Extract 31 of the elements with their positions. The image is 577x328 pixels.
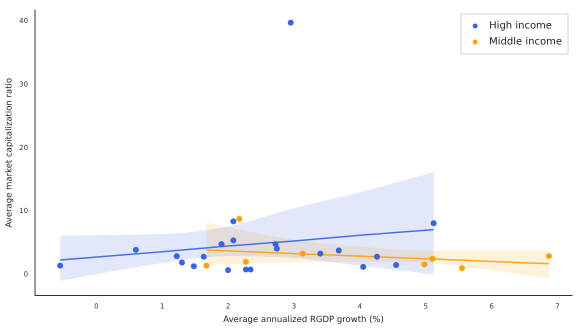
point	[393, 262, 400, 268]
point	[179, 259, 186, 266]
point	[132, 246, 139, 253]
point	[236, 216, 242, 222]
point	[317, 250, 324, 257]
point	[421, 261, 428, 268]
point	[429, 256, 436, 262]
x-axis-title: Average annualized RGDP growth (%)	[223, 315, 384, 326]
point	[190, 263, 197, 270]
point	[230, 218, 236, 224]
point	[274, 246, 280, 252]
point	[288, 20, 294, 26]
point	[225, 267, 232, 274]
point	[546, 253, 552, 260]
legend-label: Middle income	[489, 36, 562, 48]
legend-label: High income	[489, 20, 552, 32]
point	[230, 237, 236, 244]
point	[336, 247, 342, 254]
point	[242, 258, 249, 265]
point	[458, 265, 465, 272]
point	[203, 262, 210, 269]
point	[248, 266, 254, 272]
point	[360, 264, 366, 270]
point	[57, 262, 64, 269]
point	[300, 250, 306, 257]
point	[200, 254, 207, 260]
point	[174, 253, 180, 260]
point	[218, 241, 225, 248]
y-axis-title: Average market capitalization ratio	[4, 78, 14, 228]
point	[374, 254, 380, 260]
point	[430, 220, 437, 226]
